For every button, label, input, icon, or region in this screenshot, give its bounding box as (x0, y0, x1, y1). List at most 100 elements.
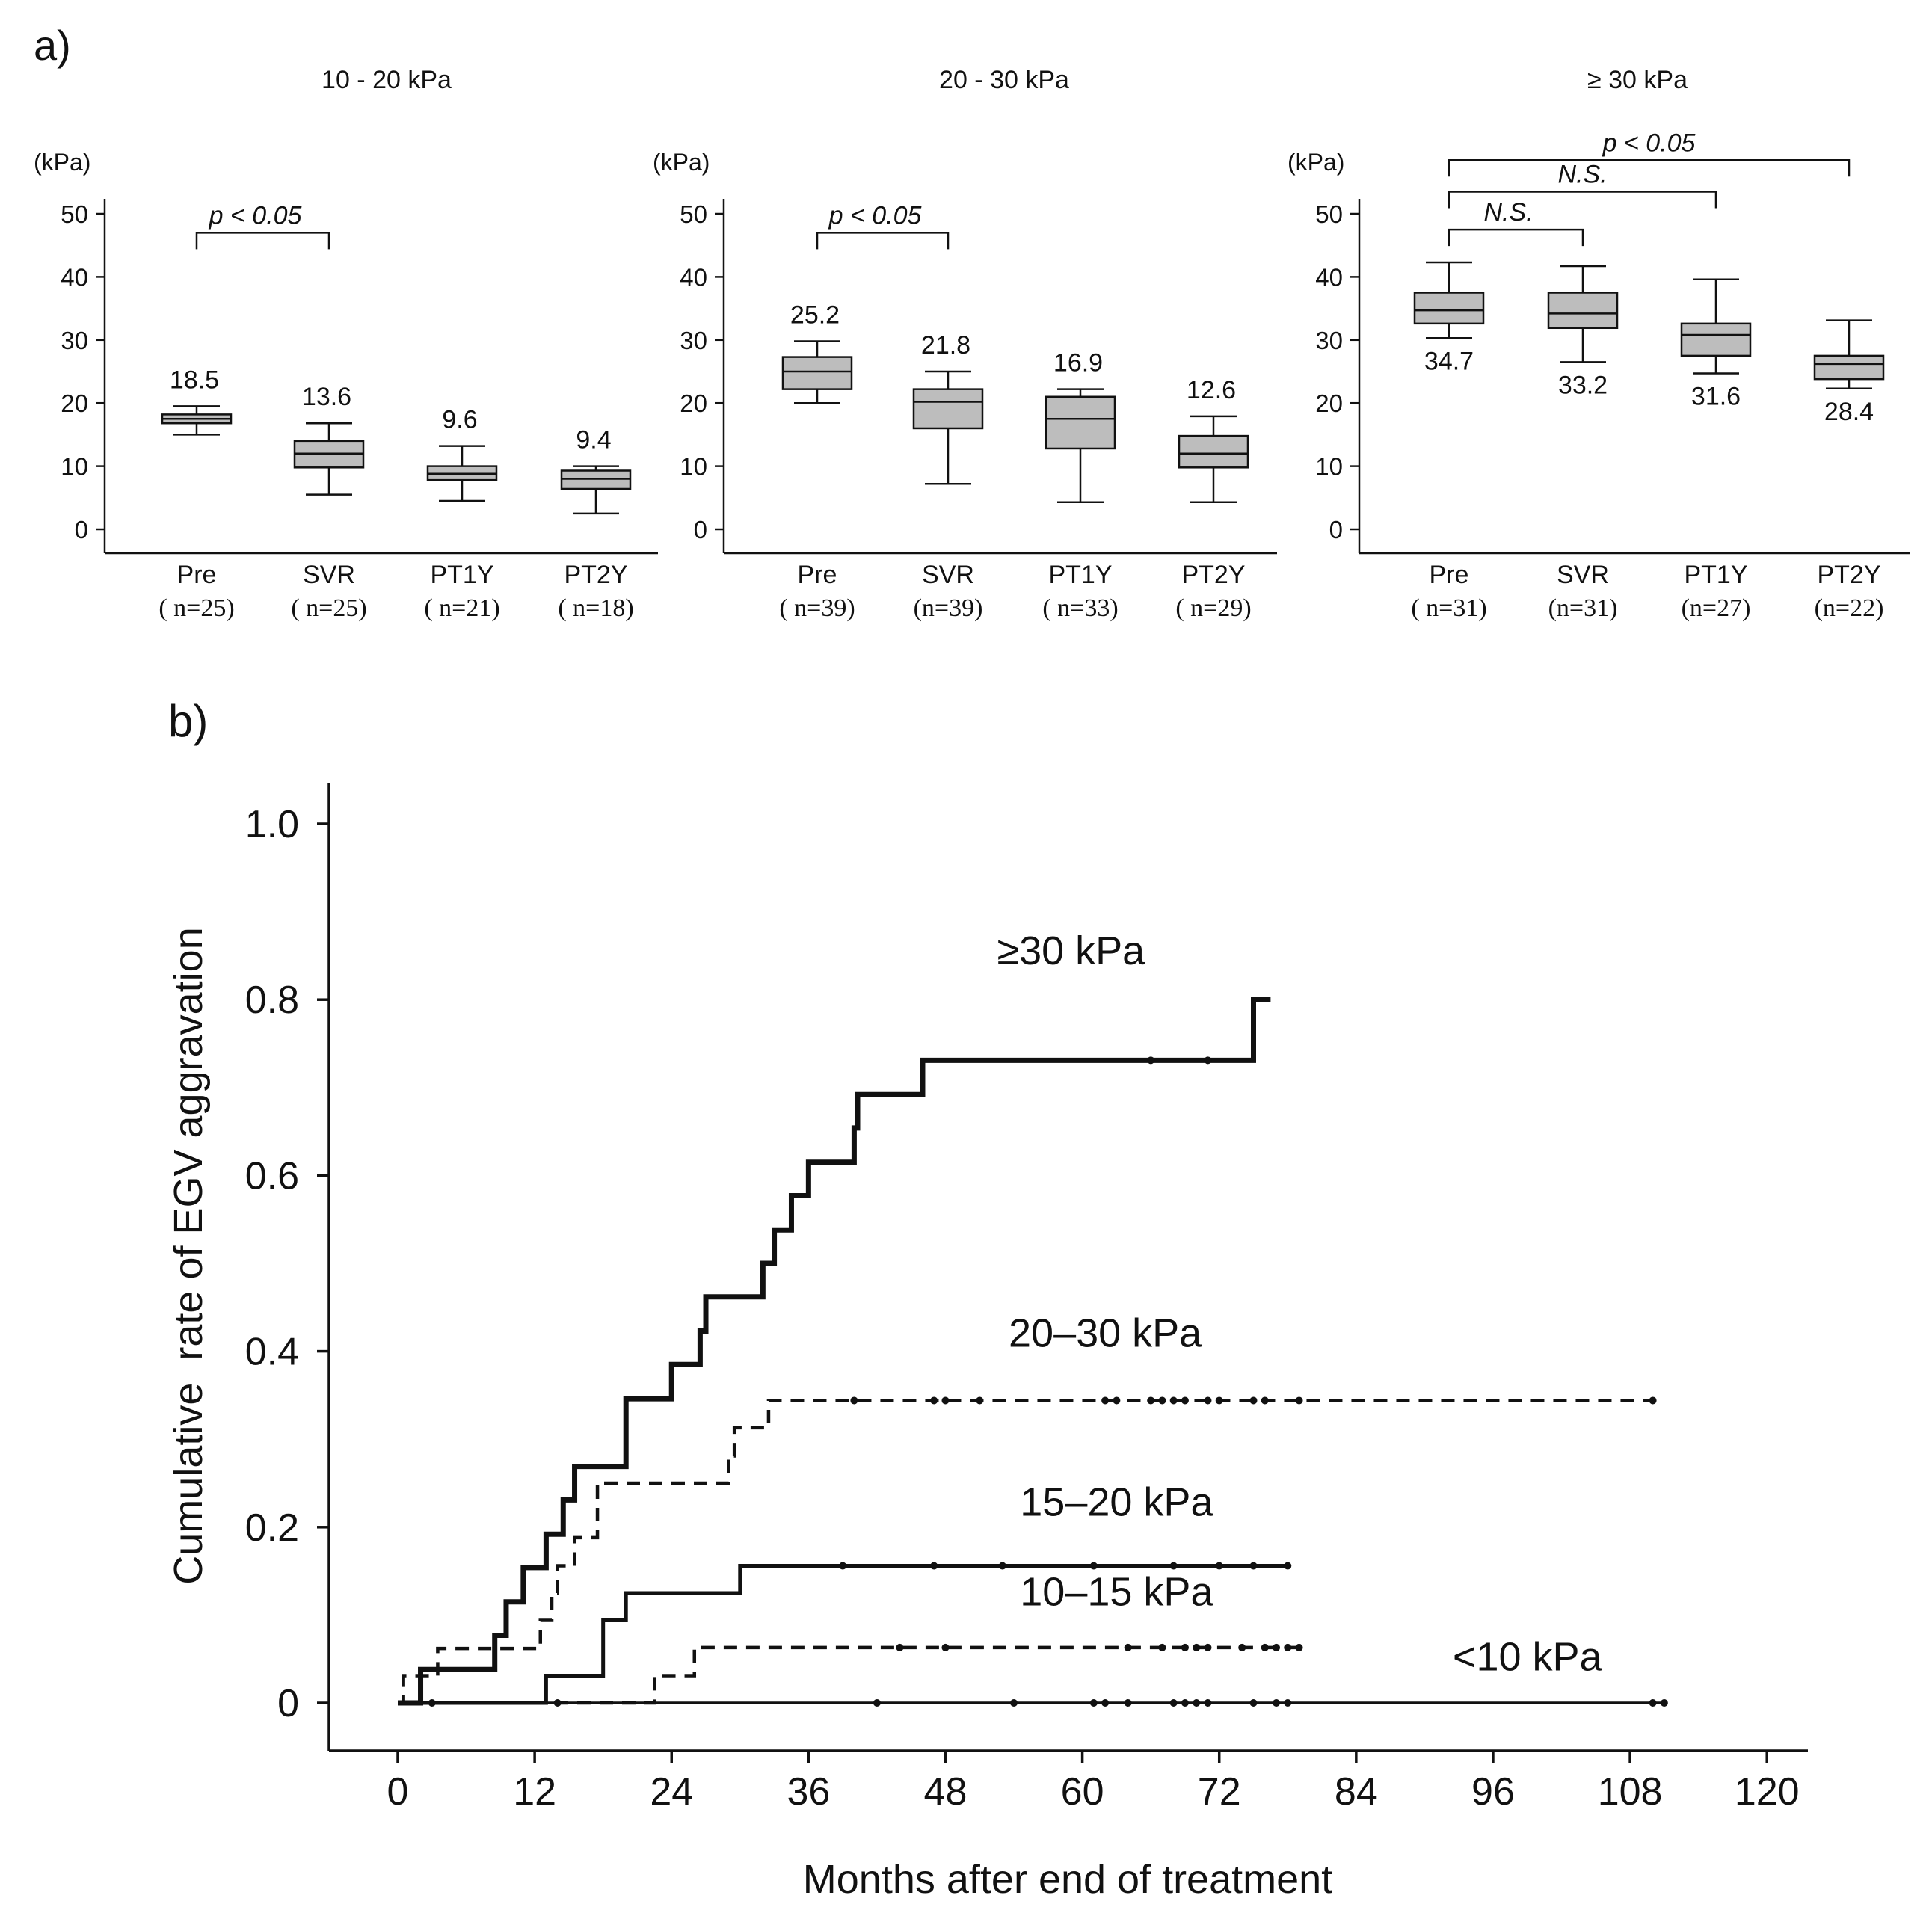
box-iqr (1045, 395, 1116, 450)
y-tick-label: 0 (277, 1682, 299, 1725)
y-tick-label: 50 (680, 200, 707, 228)
x-tick-label: 120 (1735, 1770, 1800, 1814)
bracket-line (195, 232, 330, 250)
panel-title: 20 - 30 kPa (939, 66, 1069, 94)
significance-bracket: p < 0.05 (816, 201, 950, 250)
censor-mark (1284, 1643, 1292, 1651)
significance-bracket: N.S. (1448, 160, 1717, 209)
x-category-n: (n=39) (914, 594, 983, 622)
y-tick-label: 0 (694, 516, 707, 543)
x-category-n: ( n=39) (779, 594, 855, 622)
y-tick-label: 0.2 (245, 1506, 299, 1550)
censor-mark (1295, 1643, 1303, 1651)
x-category-label: SVR (922, 561, 974, 589)
y-axis-label: Cumulative rate of EGV aggravation (166, 927, 211, 1584)
box-iqr (1413, 292, 1485, 325)
y-tick-label: 0.8 (245, 979, 299, 1022)
censor-mark (1649, 1396, 1657, 1405)
box-iqr (1547, 292, 1619, 330)
series-label: 20–30 kPa (1009, 1311, 1202, 1356)
y-tick-label: 0.4 (245, 1331, 299, 1374)
x-category-n: (n=31) (1548, 594, 1618, 622)
censor-mark (873, 1699, 881, 1707)
censor-mark (1169, 1396, 1178, 1405)
series-20-30-kpa: 20–30 kPa (398, 1311, 1657, 1705)
panel-title: ≥ 30 kPa (1587, 66, 1688, 94)
value-label: 25.2 (790, 301, 840, 329)
box-svr: 13.6 (293, 383, 365, 496)
censor-mark (941, 1396, 950, 1405)
y-axis-label: (kPa) (1288, 149, 1344, 176)
bracket-line (1448, 159, 1851, 177)
x-tick-label: 48 (924, 1770, 967, 1814)
bracket-label: p < 0.05 (828, 201, 922, 230)
bracket-label: p < 0.05 (1602, 129, 1696, 157)
censor-mark (1169, 1562, 1178, 1570)
censor-mark (1147, 1056, 1155, 1065)
censor-mark (1204, 1396, 1212, 1405)
x-tick-label: 0 (387, 1770, 409, 1814)
y-tick-label: 10 (680, 453, 707, 481)
y-tick-label: 0 (1329, 516, 1343, 543)
censor-mark (941, 1643, 950, 1651)
x-tick-label: 72 (1198, 1770, 1241, 1814)
x-category-label: SVR (303, 561, 355, 589)
censor-mark (1193, 1699, 1201, 1707)
censor-mark (1181, 1643, 1189, 1651)
censor-mark (1261, 1643, 1269, 1651)
value-label: 9.6 (442, 406, 477, 434)
censor-mark (1273, 1643, 1281, 1651)
censor-mark (553, 1699, 562, 1707)
x-category-label: Pre (798, 561, 837, 589)
censor-mark (1249, 1699, 1258, 1707)
box-iqr (1680, 322, 1752, 357)
series--30-kpa: ≥30 kPa (398, 928, 1271, 1706)
y-axis-label: (kPa) (34, 149, 90, 176)
censor-mark (1284, 1562, 1292, 1570)
censor-mark (839, 1562, 847, 1570)
censor-mark (850, 1396, 858, 1405)
box-pt1y: 16.9 (1045, 349, 1116, 503)
censor-mark (1215, 1562, 1223, 1570)
x-category-label: PT2Y (564, 561, 627, 589)
censor-mark (1101, 1396, 1110, 1405)
series-label: ≥30 kPa (997, 928, 1145, 973)
x-category-label: Pre (1430, 561, 1469, 589)
censor-mark (1273, 1699, 1281, 1707)
y-tick-label: 50 (1315, 200, 1343, 228)
value-label: 33.2 (1558, 371, 1608, 399)
censor-mark (976, 1396, 984, 1405)
censor-mark (1295, 1396, 1303, 1405)
bracket-line (816, 232, 950, 250)
value-label: 21.8 (921, 331, 970, 360)
x-category-label: PT1Y (430, 561, 493, 589)
value-label: 12.6 (1187, 376, 1236, 404)
panel-title: 10 - 20 kPa (322, 66, 452, 94)
y-tick-label: 10 (1315, 453, 1343, 481)
censor-mark (1010, 1699, 1018, 1707)
y-tick-label: 50 (61, 200, 88, 228)
censor-mark (1124, 1643, 1132, 1651)
kaplan-meier-chart: 0 0.2 0.4 0.6 0.8 1.0 0 12 24 36 48 60 72 84 96 108 120 M… (166, 783, 1808, 1902)
censor-mark (1204, 1643, 1212, 1651)
survival-step-line (398, 997, 1271, 1706)
value-label: 16.9 (1053, 349, 1103, 378)
x-tick-label: 60 (1061, 1770, 1104, 1814)
x-category-label: PT1Y (1048, 561, 1112, 589)
box-pre: 25.2 (781, 301, 853, 404)
x-category-n: ( n=21) (424, 594, 499, 622)
y-tick-label: 10 (61, 453, 88, 481)
series-label: 10–15 kPa (1020, 1569, 1213, 1614)
x-category-n: (n=22) (1815, 594, 1884, 622)
censor-mark (1238, 1643, 1246, 1651)
y-tick-label: 20 (61, 389, 88, 417)
bracket-label: N.S. (1483, 198, 1533, 227)
series-10-15-kpa: 10–15 kPa (398, 1569, 1303, 1705)
censor-mark (1204, 1056, 1212, 1065)
series--10-kpa: <10 kPa (398, 1634, 1668, 1707)
censor-mark (428, 1699, 436, 1707)
box-pt1y: 31.6 (1680, 278, 1752, 411)
censor-mark (1124, 1699, 1132, 1707)
y-tick-label: 30 (680, 327, 707, 354)
